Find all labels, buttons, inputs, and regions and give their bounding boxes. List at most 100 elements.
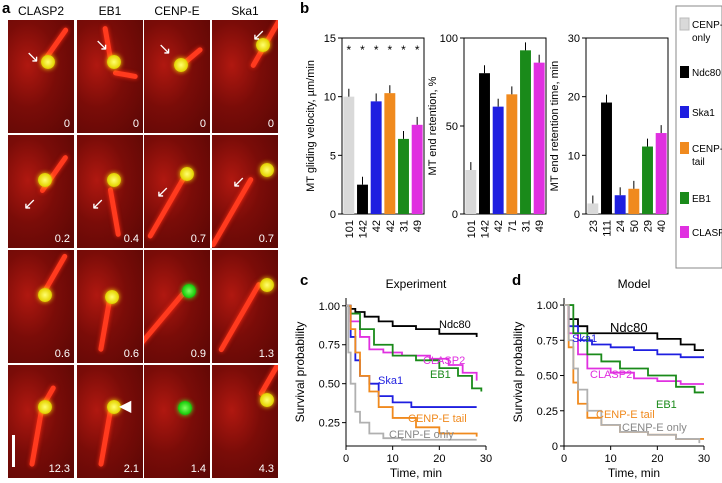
significance-star: * [346, 43, 351, 57]
x-tick-label: 30 [480, 453, 492, 465]
y-axis-label: Survival probability [293, 322, 307, 423]
x-tick-label: 71 [507, 220, 519, 232]
pointer-arrow-icon: ↙ [23, 196, 37, 213]
series-line [346, 304, 477, 441]
x-tick-label: 101 [466, 220, 478, 238]
bar [533, 62, 545, 214]
bead [174, 58, 188, 72]
x-tick-label: 142 [480, 220, 492, 238]
legend-swatch [679, 17, 690, 31]
x-tick-label: 20 [651, 453, 663, 465]
x-axis-label: Time, min [390, 466, 442, 480]
legend-swatch [680, 66, 689, 78]
x-tick-label: 49 [412, 220, 424, 232]
bead [182, 284, 196, 298]
bar [370, 101, 382, 214]
pointer-arrow-icon: ◀ [119, 398, 132, 415]
bead [180, 167, 194, 181]
significance-star: * [360, 43, 365, 57]
x-tick-label: 142 [358, 220, 370, 238]
micrograph-tile: 4.3 [212, 365, 278, 478]
bar [492, 106, 504, 214]
series-label: Ska1 [378, 375, 403, 387]
bar [357, 184, 368, 214]
x-tick-label: 111 [602, 220, 614, 237]
time-label: 0 [132, 118, 139, 130]
legend-label: CLASP2 [692, 228, 722, 239]
bead [256, 38, 270, 52]
legend-label: CENP-E [692, 20, 722, 31]
y-tick-label: 0 [330, 209, 336, 221]
y-tick-label: 0.25 [319, 418, 340, 430]
bar [655, 133, 667, 214]
x-tick-label: 40 [656, 220, 668, 232]
time-label: 0.9 [190, 348, 206, 360]
chart-title: Model [618, 277, 651, 291]
microtubule [217, 281, 263, 354]
y-tick-label: 5 [330, 150, 336, 162]
plot-frame [341, 37, 425, 215]
column-label-eb1: EB1 [98, 4, 122, 18]
bar [601, 102, 612, 214]
bar [520, 50, 531, 214]
series-line [346, 304, 483, 392]
microtubule [29, 407, 45, 468]
microtubule [107, 187, 122, 238]
y-tick-label: 50 [446, 121, 458, 133]
series-label: Ndc80 [439, 319, 471, 331]
bead [260, 393, 274, 407]
bead [178, 401, 192, 415]
series-line [564, 304, 704, 394]
series-label: CENP-E tail [596, 409, 655, 421]
x-tick-label: 0 [343, 453, 349, 465]
bead [38, 400, 52, 414]
pointer-arrow-icon: ↘ [158, 41, 172, 58]
bar [411, 124, 423, 214]
y-tick-label: 20 [568, 92, 580, 104]
time-label: 2.1 [123, 463, 139, 475]
x-tick-label: 10 [605, 453, 617, 465]
micrograph-tile: ↙ 0.7 [212, 135, 278, 248]
x-tick-label: 31 [521, 220, 533, 232]
y-tick-label: 100 [440, 33, 458, 45]
y-axis-label: MT end retention, % [427, 76, 439, 175]
x-tick-label: 42 [493, 220, 505, 232]
x-tick-label: 29 [643, 220, 655, 232]
legend-label: only [692, 33, 710, 44]
series-line [346, 304, 478, 337]
legend-swatch [680, 226, 689, 238]
y-tick-label: 0.25 [537, 406, 558, 418]
legend-swatch [680, 142, 689, 154]
time-label: 0.2 [54, 233, 70, 245]
micrograph-tile: ↙ 0 [212, 20, 278, 133]
y-tick-label: 10 [568, 150, 580, 162]
y-tick-label: 0 [552, 441, 558, 453]
column-label-ska1: Ska1 [231, 4, 259, 18]
bar [343, 96, 355, 214]
micrograph-tile: ↙ 0.7 [144, 135, 210, 248]
bar [479, 73, 490, 214]
y-axis-label: MT gliding velocity, µm/min [305, 60, 317, 192]
bead [260, 163, 274, 177]
legend-label: tail [692, 157, 705, 168]
series-line [564, 304, 701, 444]
micrograph-tile: 0.6 [8, 250, 74, 363]
time-label: 0.7 [258, 233, 274, 245]
y-tick-label: 0.75 [537, 335, 558, 347]
micrograph-tile: ↘ 0 [77, 20, 143, 133]
time-label: 0.6 [54, 348, 70, 360]
significance-star: * [415, 43, 420, 57]
plot-frame [585, 37, 669, 215]
time-label: 1.4 [190, 463, 206, 475]
significance-star: * [374, 43, 379, 57]
y-axis-label: MT end retention time, min [549, 61, 561, 192]
y-tick-label: 10 [324, 92, 336, 104]
y-axis-label: Survival probability [511, 322, 525, 423]
micrograph-tile: ◀ 2.1 [77, 365, 143, 478]
bar [398, 138, 409, 214]
chart-title: Experiment [386, 277, 447, 291]
y-tick-label: 1.00 [537, 300, 558, 312]
series-label: CLASP2 [423, 355, 465, 367]
x-axis-label: Time, min [608, 466, 660, 480]
micrograph-tile: 0.9 [144, 250, 210, 363]
